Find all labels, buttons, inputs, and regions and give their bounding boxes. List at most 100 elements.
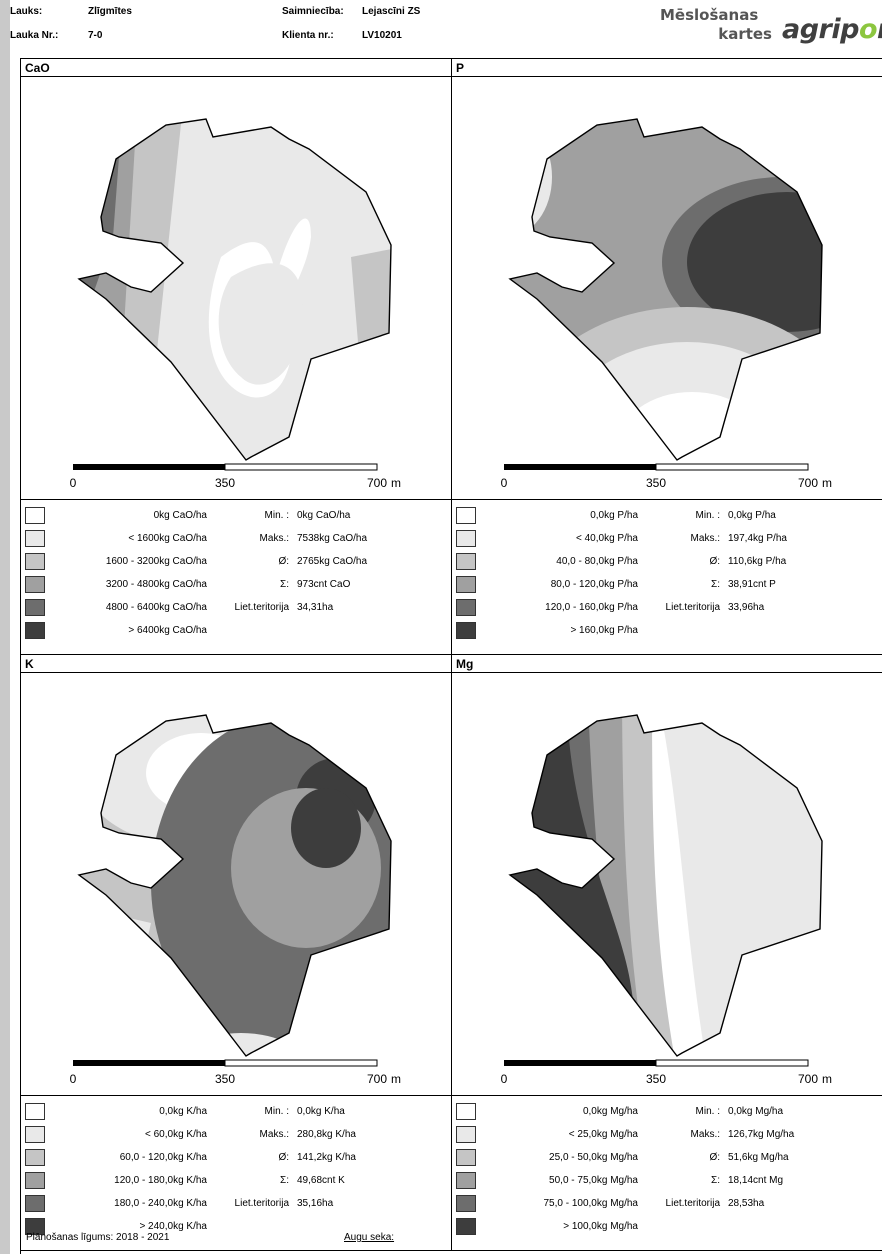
- legend-range: 50,0 - 75,0kg Mg/ha: [549, 1175, 638, 1186]
- nutrient-map: 0 350 700 m: [21, 673, 451, 1096]
- map-panel-cao: CaO 0 350 700 m 0kg CaO/ha Min. : 0kg CaO/ha < 1…: [21, 59, 452, 655]
- stat-value: 34,31ha: [297, 602, 334, 613]
- scale-tick-label: 0: [501, 476, 508, 490]
- farm-label: Saimniecība:: [282, 6, 344, 17]
- field-contour-map: 0 350 700 m: [501, 714, 832, 1086]
- field-boundary: [508, 714, 823, 1057]
- legend: 0,0kg K/ha Min. : 0,0kg K/ha < 60,0kg K/ha M…: [21, 1096, 451, 1250]
- legend-range: 40,0 - 80,0kg P/ha: [556, 556, 638, 567]
- legend-swatch: [25, 507, 45, 524]
- map-panel-k: K 0 350 700 m 0,0kg K/ha Min. : 0,0kg K/ha < 60,…: [21, 655, 452, 1251]
- scale-tick-label: 0: [70, 476, 77, 490]
- legend-swatch: [456, 1172, 476, 1189]
- stat-key: Σ:: [711, 579, 720, 590]
- legend-swatch: [456, 1218, 476, 1235]
- legend-swatch: [25, 622, 45, 639]
- stat-key: Σ:: [280, 579, 289, 590]
- field-boundary: [77, 118, 392, 461]
- field-no-label: Lauka Nr.:: [10, 30, 59, 41]
- agriport-logo: agriport: [782, 14, 882, 45]
- legend-swatch: [25, 1195, 45, 1212]
- legend-swatch: [25, 1218, 45, 1235]
- legend-row: 0,0kg P/ha Min. : 0,0kg P/ha: [452, 504, 882, 526]
- scale-tick-label: 350: [215, 1072, 235, 1086]
- legend-swatch: [25, 1172, 45, 1189]
- crop-rotation-label: Augu seka:: [344, 1232, 395, 1243]
- stat-key: Maks.:: [259, 533, 289, 544]
- scale-bar: 0 350 700 m: [501, 463, 832, 490]
- legend-swatch: [25, 1126, 45, 1143]
- stat-key: Ø:: [709, 1152, 720, 1163]
- field-contour-map: 0 350 700 m: [70, 714, 401, 1086]
- legend-swatch: [456, 1126, 476, 1143]
- scale-tick-label: 0: [501, 1072, 508, 1086]
- scale-bar: 0 350 700 m: [70, 1059, 401, 1086]
- legend-range: 120,0 - 160,0kg P/ha: [545, 602, 638, 613]
- panel-title: CaO: [21, 59, 451, 77]
- stat-value: 141,2kg K/ha: [297, 1152, 356, 1163]
- legend-row: < 60,0kg K/ha Maks.: 280,8kg K/ha: [21, 1123, 451, 1145]
- map-panel-mg: Mg 0 350 700 m 0,0kg Mg/ha Min. : 0,0kg Mg/ha < …: [452, 655, 882, 1251]
- stat-key: Σ:: [711, 1175, 720, 1186]
- document-title-line1: Mēslošanas: [660, 6, 759, 24]
- legend-range: > 160,0kg P/ha: [570, 625, 638, 636]
- stat-value: 110,6kg P/ha: [728, 556, 787, 567]
- legend-swatch: [25, 553, 45, 570]
- field-contour-map: 0 350 700 m: [70, 118, 401, 490]
- stat-value: 197,4kg P/ha: [728, 533, 787, 544]
- legend-row: 1600 - 3200kg CaO/ha Ø: 2765kg CaO/ha: [21, 550, 451, 572]
- stat-key: Maks.:: [690, 533, 720, 544]
- legend-swatch: [456, 553, 476, 570]
- farm-value: Lejascīni ZS: [362, 6, 421, 17]
- legend-range: 3200 - 4800kg CaO/ha: [105, 579, 207, 590]
- legend-swatch: [456, 1195, 476, 1212]
- legend-row: 80,0 - 120,0kg P/ha Σ: 38,91cnt P: [452, 573, 882, 595]
- stat-value: 33,96ha: [728, 602, 765, 613]
- legend-range: < 25,0kg Mg/ha: [568, 1129, 638, 1140]
- field-no-value: 7-0: [88, 30, 103, 41]
- legend-range: > 6400kg CaO/ha: [128, 625, 207, 636]
- map-grid: CaO 0 350 700 m 0kg CaO/ha Min. : 0kg CaO/ha < 1…: [20, 58, 882, 1254]
- legend-range: 4800 - 6400kg CaO/ha: [105, 602, 207, 613]
- stat-value: 280,8kg K/ha: [297, 1129, 356, 1140]
- scale-unit: m: [391, 476, 401, 490]
- scale-bar: 0 350 700 m: [70, 463, 401, 490]
- stat-key: Min. :: [695, 1106, 720, 1117]
- legend-row: > 100,0kg Mg/ha: [452, 1215, 882, 1237]
- document-title: Mēslošanas kartes: [660, 6, 772, 44]
- legend-range: 0kg CaO/ha: [153, 510, 207, 521]
- stat-key: Liet.teritorija: [665, 602, 720, 613]
- legend-range: 0,0kg Mg/ha: [582, 1106, 638, 1117]
- legend-row: 3200 - 4800kg CaO/ha Σ: 973cnt CaO: [21, 573, 451, 595]
- scale-tick-label: 700: [367, 1072, 387, 1086]
- stat-value: 49,68cnt K: [297, 1175, 345, 1186]
- legend-swatch: [456, 576, 476, 593]
- scale-unit: m: [822, 476, 832, 490]
- legend-range: 120,0 - 180,0kg K/ha: [114, 1175, 207, 1186]
- legend-row: > 6400kg CaO/ha: [21, 619, 451, 641]
- nutrient-map: 0 350 700 m: [452, 673, 882, 1096]
- legend-row: 120,0 - 160,0kg P/ha Liet.teritorija 33,96…: [452, 596, 882, 618]
- legend-range: 75,0 - 100,0kg Mg/ha: [543, 1198, 638, 1209]
- legend-range: 0,0kg K/ha: [159, 1106, 207, 1117]
- nutrient-map: 0 350 700 m: [452, 77, 882, 500]
- legend-swatch: [25, 1149, 45, 1166]
- legend-range: 180,0 - 240,0kg K/ha: [114, 1198, 207, 1209]
- stat-key: Liet.teritorija: [234, 1198, 289, 1209]
- stat-value: 35,16ha: [297, 1198, 334, 1209]
- legend-swatch: [456, 622, 476, 639]
- scale-tick-label: 0: [70, 1072, 77, 1086]
- stat-value: 18,14cnt Mg: [728, 1175, 784, 1186]
- panel-title: P: [452, 59, 882, 77]
- legend-row: < 40,0kg P/ha Maks.: 197,4kg P/ha: [452, 527, 882, 549]
- field-contour-map: 0 350 700 m: [501, 118, 832, 490]
- panel-title: K: [21, 655, 451, 673]
- legend: 0kg CaO/ha Min. : 0kg CaO/ha < 1600kg CaO/h…: [21, 500, 451, 654]
- scale-unit: m: [822, 1072, 832, 1086]
- stat-value: 28,53ha: [728, 1198, 765, 1209]
- legend-row: < 25,0kg Mg/ha Maks.: 126,7kg Mg/ha: [452, 1123, 882, 1145]
- stat-value: 973cnt CaO: [297, 579, 351, 590]
- field-value: Zlīgmītes: [88, 6, 132, 17]
- legend-row: > 240,0kg K/ha: [21, 1215, 451, 1237]
- stat-key: Ø:: [709, 556, 720, 567]
